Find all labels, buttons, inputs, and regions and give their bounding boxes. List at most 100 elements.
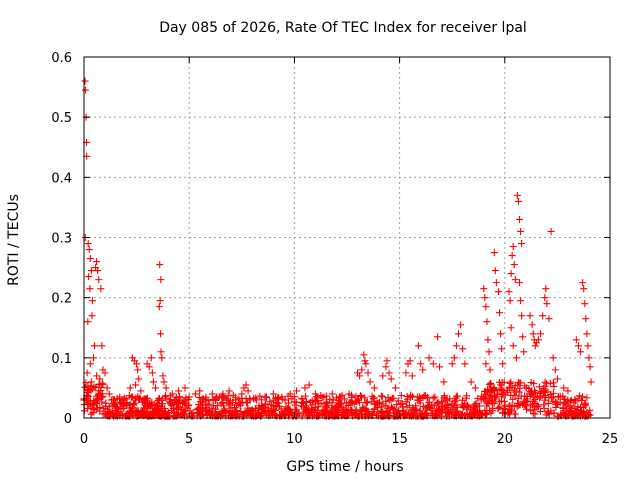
noise-point xyxy=(93,396,101,404)
data-point xyxy=(483,318,491,326)
data-point xyxy=(360,351,368,359)
noise-point xyxy=(493,390,501,398)
data-point xyxy=(526,312,534,320)
noise-point xyxy=(108,407,116,415)
noise-point xyxy=(181,397,189,405)
noise-point xyxy=(203,410,211,418)
data-point xyxy=(584,342,592,350)
background-noise-points xyxy=(80,378,594,420)
noise-point xyxy=(444,404,452,412)
data-point xyxy=(149,378,157,386)
noise-point xyxy=(483,409,491,417)
data-point xyxy=(95,276,103,284)
noise-point xyxy=(301,402,309,410)
noise-point xyxy=(89,409,97,417)
noise-point xyxy=(581,399,589,407)
data-point xyxy=(168,390,176,398)
noise-point xyxy=(534,402,542,410)
noise-point xyxy=(229,391,237,399)
noise-point xyxy=(361,394,369,402)
noise-point xyxy=(571,395,579,403)
noise-point xyxy=(303,410,311,418)
data-point xyxy=(361,357,369,365)
noise-point xyxy=(416,399,424,407)
plot-frame xyxy=(83,56,611,419)
data-point xyxy=(328,390,336,398)
noise-point xyxy=(398,400,406,408)
data-point xyxy=(547,227,555,235)
data-point xyxy=(408,372,416,380)
noise-point xyxy=(237,407,245,415)
noise-point xyxy=(322,403,330,411)
data-point xyxy=(107,396,115,404)
noise-point xyxy=(549,379,557,387)
data-point xyxy=(577,348,585,356)
noise-point xyxy=(281,407,289,415)
data-point xyxy=(155,303,163,311)
noise-point xyxy=(378,393,386,401)
data-point xyxy=(370,384,378,392)
noise-point xyxy=(515,388,523,396)
data-point xyxy=(482,303,490,311)
data-point xyxy=(485,348,493,356)
noise-point xyxy=(419,403,427,411)
noise-point xyxy=(489,404,497,412)
noise-point xyxy=(578,397,586,405)
noise-point xyxy=(251,404,259,412)
data-point xyxy=(510,261,518,269)
data-point xyxy=(564,387,572,395)
data-point xyxy=(208,390,216,398)
noise-point xyxy=(544,409,552,417)
noise-point xyxy=(268,407,276,415)
data-point xyxy=(507,270,515,278)
noise-point xyxy=(229,408,237,416)
noise-point xyxy=(377,407,385,415)
data-point xyxy=(240,384,248,392)
data-point xyxy=(580,285,588,293)
data-point xyxy=(86,360,94,368)
data-point xyxy=(572,336,580,344)
noise-point xyxy=(274,395,282,403)
noise-point xyxy=(225,407,233,415)
noise-point xyxy=(266,398,274,406)
noise-point xyxy=(224,392,232,400)
noise-point xyxy=(127,393,135,401)
data-point xyxy=(89,354,97,362)
noise-point xyxy=(490,384,498,392)
noise-point xyxy=(574,395,582,403)
noise-point xyxy=(498,390,506,398)
noise-point xyxy=(158,396,166,404)
data-point xyxy=(84,240,92,248)
noise-point xyxy=(525,385,533,393)
noise-point xyxy=(454,411,462,419)
data-point xyxy=(494,288,502,296)
data-point xyxy=(382,363,390,371)
noise-point xyxy=(173,405,181,413)
noise-point xyxy=(367,398,375,406)
data-point xyxy=(471,384,479,392)
data-point xyxy=(542,285,550,293)
data-point xyxy=(545,315,553,323)
noise-point xyxy=(527,379,535,387)
noise-point xyxy=(348,397,356,405)
noise-point xyxy=(186,407,194,415)
data-point xyxy=(379,372,387,380)
noise-point xyxy=(514,379,522,387)
noise-point xyxy=(541,396,549,404)
noise-point xyxy=(443,408,451,416)
noise-point xyxy=(366,410,374,418)
noise-point xyxy=(523,405,531,413)
x-tick-label: 20 xyxy=(497,432,514,447)
noise-point xyxy=(552,398,560,406)
noise-point xyxy=(247,407,255,415)
data-point xyxy=(162,384,170,392)
data-point xyxy=(192,390,200,398)
data-point xyxy=(94,267,102,275)
data-point xyxy=(516,215,524,223)
data-point xyxy=(534,336,542,344)
noise-point xyxy=(306,398,314,406)
noise-point xyxy=(111,406,119,414)
data-point xyxy=(531,342,539,350)
data-point xyxy=(417,360,425,368)
data-point xyxy=(88,297,96,305)
